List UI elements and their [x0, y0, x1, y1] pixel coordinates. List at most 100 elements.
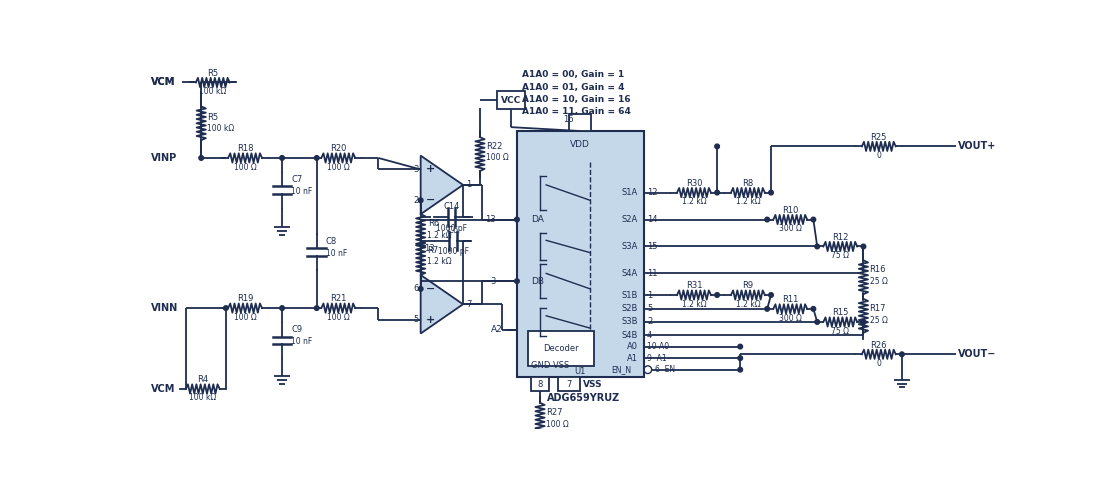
- Text: −: −: [426, 195, 436, 205]
- Circle shape: [861, 244, 866, 249]
- Circle shape: [815, 244, 819, 249]
- Text: 0: 0: [876, 359, 881, 368]
- Circle shape: [715, 190, 719, 195]
- Text: A1: A1: [626, 354, 637, 362]
- Text: 10 nF: 10 nF: [291, 337, 312, 347]
- Text: 1.2 kΩ: 1.2 kΩ: [736, 197, 760, 206]
- Circle shape: [418, 198, 423, 202]
- Text: 75 Ω: 75 Ω: [831, 327, 850, 335]
- Text: R25: R25: [871, 133, 887, 142]
- Text: 100 Ω: 100 Ω: [233, 313, 256, 322]
- Text: 11: 11: [647, 269, 657, 278]
- Text: 100 Ω: 100 Ω: [327, 163, 349, 172]
- Text: 6  EN: 6 EN: [655, 365, 675, 374]
- Bar: [529, 331, 593, 366]
- Text: VSS: VSS: [584, 380, 602, 389]
- Text: 7: 7: [566, 380, 572, 389]
- Text: S2A: S2A: [622, 215, 637, 224]
- Bar: [569, 114, 591, 131]
- Circle shape: [279, 156, 285, 160]
- Text: R9: R9: [742, 281, 753, 290]
- Text: VCM: VCM: [151, 78, 175, 87]
- Text: 0: 0: [876, 151, 881, 160]
- Text: U1: U1: [575, 367, 586, 376]
- Text: S3B: S3B: [621, 318, 637, 326]
- Text: 1: 1: [466, 180, 471, 189]
- Text: 100 kΩ: 100 kΩ: [189, 393, 217, 402]
- Circle shape: [515, 217, 519, 222]
- Text: DB: DB: [531, 277, 544, 286]
- Text: R22: R22: [486, 142, 503, 151]
- Text: 1.2 kΩ: 1.2 kΩ: [682, 197, 706, 206]
- Text: 1.2 kΩ: 1.2 kΩ: [736, 300, 760, 309]
- Text: S1B: S1B: [622, 291, 637, 299]
- Circle shape: [223, 306, 228, 310]
- Circle shape: [764, 217, 770, 222]
- Circle shape: [738, 344, 742, 349]
- Text: DA: DA: [531, 215, 543, 224]
- Text: EN_N: EN_N: [611, 365, 632, 374]
- Text: S3A: S3A: [622, 242, 637, 251]
- Text: 25 Ω: 25 Ω: [869, 278, 887, 286]
- Text: 1: 1: [647, 291, 653, 299]
- Text: VCM: VCM: [151, 78, 175, 87]
- Text: VOUT+: VOUT+: [958, 141, 996, 151]
- Text: 2: 2: [414, 196, 419, 205]
- Text: R11: R11: [782, 295, 798, 304]
- Text: C9: C9: [291, 325, 302, 334]
- Text: 5: 5: [414, 315, 419, 324]
- Text: R20: R20: [330, 144, 346, 153]
- Circle shape: [199, 156, 204, 160]
- Text: S4A: S4A: [622, 269, 637, 278]
- Circle shape: [738, 367, 742, 372]
- Text: 1.2 kΩ: 1.2 kΩ: [427, 231, 451, 240]
- Text: VCC: VCC: [500, 96, 521, 105]
- Text: C7: C7: [291, 175, 302, 184]
- Circle shape: [811, 217, 816, 222]
- Text: 10 A0: 10 A0: [647, 342, 669, 351]
- Text: 8: 8: [538, 380, 543, 389]
- Text: VOUT−: VOUT−: [958, 349, 996, 359]
- Circle shape: [764, 307, 770, 311]
- Text: R15: R15: [832, 308, 849, 317]
- Text: 300 Ω: 300 Ω: [779, 224, 802, 233]
- Bar: [517, 131, 644, 377]
- Text: 100 Ω: 100 Ω: [233, 163, 256, 172]
- Text: R31: R31: [685, 281, 702, 290]
- Text: 1.2 kΩ: 1.2 kΩ: [682, 300, 706, 309]
- Text: 100 Ω: 100 Ω: [546, 420, 569, 429]
- Bar: [497, 91, 525, 109]
- Circle shape: [715, 144, 719, 149]
- Circle shape: [900, 352, 904, 357]
- Text: A2: A2: [492, 325, 503, 334]
- Text: 75 Ω: 75 Ω: [831, 251, 850, 260]
- Text: C14: C14: [443, 202, 460, 211]
- Text: 3: 3: [489, 277, 495, 286]
- Text: R10: R10: [782, 206, 798, 215]
- Text: C8: C8: [326, 237, 337, 246]
- Text: S2B: S2B: [622, 304, 637, 313]
- Text: A1A0 = 00, Gain = 1: A1A0 = 00, Gain = 1: [522, 70, 624, 79]
- Text: 100 Ω: 100 Ω: [327, 313, 349, 322]
- Text: R27: R27: [546, 408, 563, 416]
- Text: 14: 14: [647, 215, 657, 224]
- Circle shape: [815, 320, 819, 324]
- Text: R6: R6: [428, 219, 439, 228]
- Text: 5: 5: [647, 304, 653, 313]
- Bar: [558, 377, 580, 391]
- Text: 9  A1: 9 A1: [647, 354, 667, 362]
- Circle shape: [738, 356, 742, 361]
- Text: 100 kΩ: 100 kΩ: [199, 87, 227, 96]
- Text: 100 Ω: 100 Ω: [486, 153, 509, 161]
- Bar: [531, 377, 550, 391]
- Polygon shape: [420, 275, 463, 334]
- Text: 2: 2: [647, 318, 653, 326]
- Text: S4B: S4B: [622, 331, 637, 339]
- Text: A0: A0: [626, 342, 637, 351]
- Polygon shape: [420, 156, 463, 214]
- Text: R26: R26: [871, 341, 887, 349]
- Text: 13: 13: [424, 243, 435, 253]
- Text: R12: R12: [832, 233, 849, 242]
- Text: +: +: [426, 164, 436, 174]
- Text: 6: 6: [414, 284, 419, 294]
